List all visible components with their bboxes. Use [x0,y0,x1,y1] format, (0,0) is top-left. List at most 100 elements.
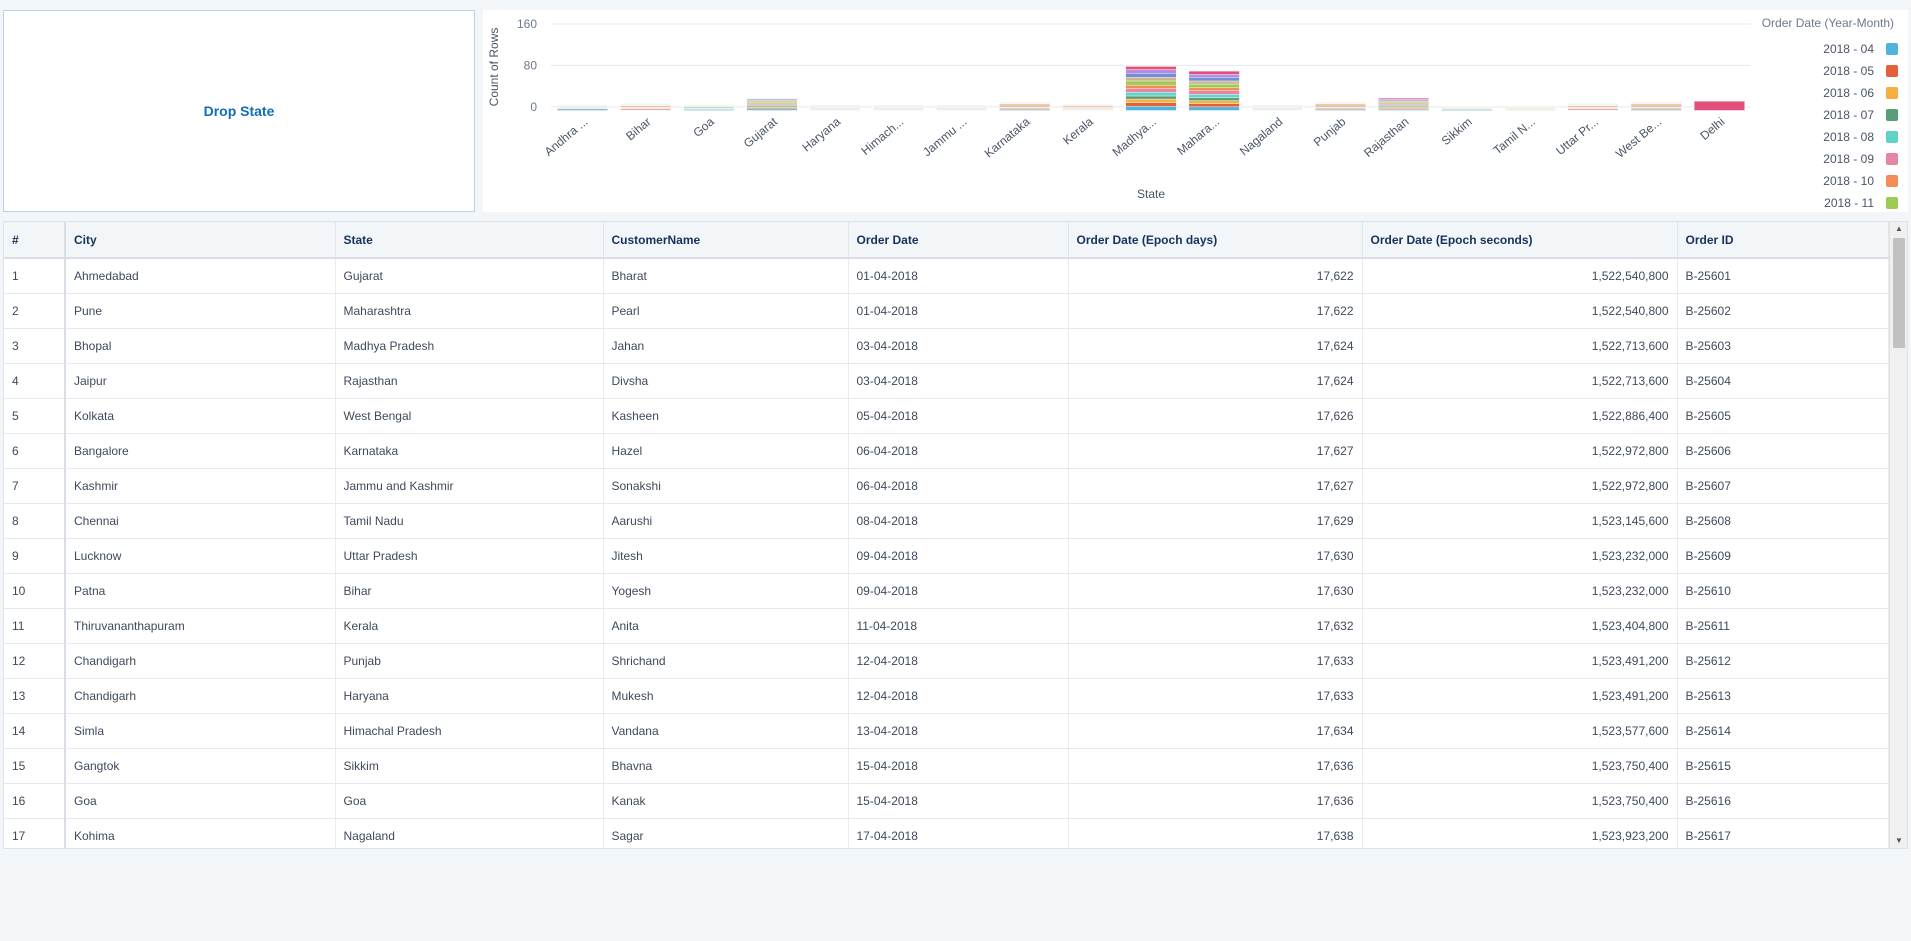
x-tick-label: Goa [690,114,717,140]
table-cell: Tamil Nadu [335,503,604,539]
bar-segment [746,108,798,111]
table-row[interactable]: 12 Chandigarh Punjab Shrichand 12-04-2018 17,… [4,643,1889,679]
legend-item[interactable]: 2018 - 08 [1823,126,1898,148]
table-cell: 1,522,886,400 [1362,398,1678,434]
table-cell: Mukesh [603,678,849,714]
table-row[interactable]: 8 Chennai Tamil Nadu Aarushi 08-04-2018 17,62… [4,503,1889,539]
legend-item[interactable]: 2018 - 10 [1823,170,1898,192]
legend-label: 2018 - 10 [1823,174,1874,188]
table-cell: 17,636 [1068,783,1363,819]
legend-swatch [1886,153,1898,165]
table-cell: 5 [4,398,66,434]
bar-segment [1188,87,1240,92]
bar-segment [1062,104,1114,106]
scroll-down-arrow-icon[interactable]: ▼ [1895,836,1903,845]
stacked-bar-chart: 0 80 160 Count of Rows State Andhra ... Bihar G… [483,10,1908,212]
scrollbar-thumb[interactable] [1893,238,1905,348]
table-cell: 17,633 [1068,678,1363,714]
table-row[interactable]: 3 Bhopal Madhya Pradesh Jahan 03-04-2018 17,6… [4,328,1889,364]
table-cell: B-25616 [1677,783,1889,819]
table-row[interactable]: 11 Thiruvananthapuram Kerala Anita 11-04-201… [4,608,1889,644]
bar-segment [620,103,672,105]
table-cell: 13-04-2018 [848,713,1069,749]
table-cell: 1,522,540,800 [1362,258,1678,294]
table-cell: 2 [4,293,66,329]
table-cell: Kohima [65,818,336,848]
table-row[interactable]: 10 Patna Bihar Yogesh 09-04-2018 17,630 1,523,… [4,573,1889,609]
scroll-up-arrow-icon[interactable]: ▲ [1895,224,1903,233]
column-header[interactable]: # [4,222,66,259]
table-row[interactable]: 9 Lucknow Uttar Pradesh Jitesh 09-04-2018 17,… [4,538,1889,574]
bar-segment [1630,101,1682,103]
table-cell: 03-04-2018 [848,363,1069,399]
bar-segment [557,104,609,106]
legend-swatch [1886,43,1898,55]
table-cell: 08-04-2018 [848,503,1069,539]
table-row[interactable]: 16 Goa Goa Kanak 15-04-2018 17,636 1,523,750,4… [4,783,1889,819]
bar-segment [1188,77,1240,82]
table-cell: 17,622 [1068,258,1363,294]
table-cell: Goa [65,783,336,819]
table-cell: 17-04-2018 [848,818,1069,848]
table-row[interactable]: 7 Kashmir Jammu and Kashmir Sonakshi 06-04-2… [4,468,1889,504]
table-cell: 17,634 [1068,713,1363,749]
table-cell: 1,523,232,000 [1362,573,1678,609]
legend-label: 2018 - 05 [1823,64,1874,78]
table-row[interactable]: 5 Kolkata West Bengal Kasheen 05-04-2018 17,6… [4,398,1889,434]
table-row[interactable]: 4 Jaipur Rajasthan Divsha 03-04-2018 17,624 1,… [4,363,1889,399]
bar-segment [872,105,924,107]
x-axis-label: State [1137,187,1165,201]
table-row[interactable]: 17 Kohima Nagaland Sagar 17-04-2018 17,638 1,5… [4,818,1889,848]
column-header[interactable]: City [65,222,336,259]
table-row[interactable]: 15 Gangtok Sikkim Bhavna 15-04-2018 17,636 1,5… [4,748,1889,784]
table-cell: Divsha [603,363,849,399]
x-tick-label: Gujarat [741,114,781,150]
column-header[interactable]: CustomerName [603,222,849,259]
table-cell: Himachal Pradesh [335,713,604,749]
table-cell: 17,624 [1068,363,1363,399]
bar-segment [1378,97,1430,100]
column-header[interactable]: State [335,222,604,259]
table-cell: 17,630 [1068,573,1363,609]
x-tick-label: Delhi [1697,115,1727,143]
table-cell: Gujarat [335,258,604,294]
chart-legend[interactable]: 2018 - 04 2018 - 05 2018 - 06 2018 - 07 2018… [1823,38,1898,212]
x-tick-label: Rajasthan [1361,115,1411,160]
table-row[interactable]: 14 Simla Himachal Pradesh Vandana 13-04-2018… [4,713,1889,749]
table-cell: 12 [4,643,66,679]
column-header[interactable]: Order Date (Epoch days) [1068,222,1363,259]
table-cell: 1 [4,258,66,294]
drop-state-label: Drop State [203,103,275,119]
drop-state-zone[interactable]: Drop State [3,10,475,212]
legend-item[interactable]: 2018 - 07 [1823,104,1898,126]
legend-swatch [1886,87,1898,99]
bar-segment [999,101,1051,103]
bar-segment [1125,88,1177,93]
legend-label: 2018 - 09 [1823,152,1874,166]
table-cell: 15 [4,748,66,784]
column-header[interactable]: Order ID [1677,222,1889,259]
column-header[interactable]: Order Date (Epoch seconds) [1362,222,1678,259]
table-cell: Bharat [603,258,849,294]
legend-item[interactable]: 2018 - 09 [1823,148,1898,170]
bar-segment [1188,103,1240,108]
vertical-scrollbar[interactable]: ▲ ▼ [1889,222,1907,848]
legend-item[interactable]: 2018 - 05 [1823,60,1898,82]
x-tick-label: Tamil N... [1491,115,1538,158]
table-row[interactable]: 6 Bangalore Karnataka Hazel 06-04-2018 17,627… [4,433,1889,469]
table-cell: Kanak [603,783,849,819]
legend-item[interactable]: 2018 - 06 [1823,82,1898,104]
table-cell: Thiruvananthapuram [65,608,336,644]
table-cell: 1,523,923,200 [1362,818,1678,848]
table-cell: 17,622 [1068,293,1363,329]
legend-swatch [1886,197,1898,209]
table-row[interactable]: 2 Pune Maharashtra Pearl 01-04-2018 17,622 1,5… [4,293,1889,329]
table-cell: 1,522,713,600 [1362,328,1678,364]
column-header[interactable]: Order Date [848,222,1069,259]
table-row[interactable]: 1 Ahmedabad Gujarat Bharat 01-04-2018 17,622 1… [4,258,1889,294]
legend-item[interactable]: 2018 - 11 [1823,192,1898,212]
bar-segment [1125,69,1177,74]
table-cell: B-25604 [1677,363,1889,399]
table-row[interactable]: 13 Chandigarh Haryana Mukesh 12-04-2018 17,63… [4,678,1889,714]
legend-item[interactable]: 2018 - 04 [1823,38,1898,60]
